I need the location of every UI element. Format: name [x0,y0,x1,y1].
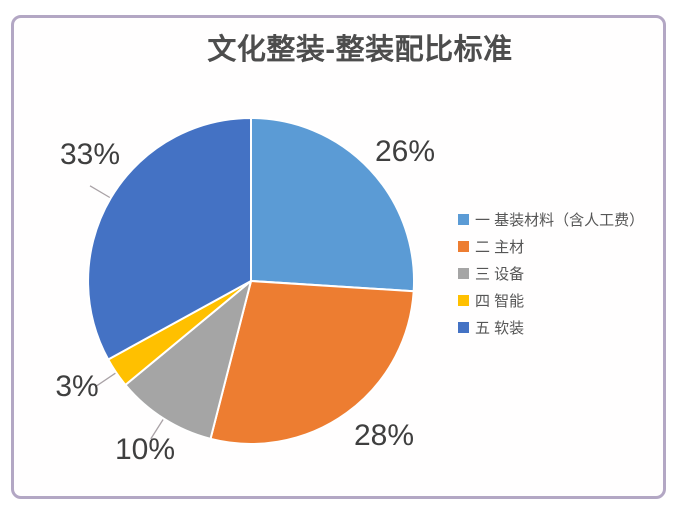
legend-item-5: 五 软装 [458,314,644,341]
legend-swatch-4 [458,295,469,306]
legend-swatch-2 [458,241,469,252]
pie-slice-5 [87,117,252,361]
pie-label-slice-5: 33% [59,138,121,171]
leader-line-slice-4 [95,372,116,387]
leader-line-slice-5 [89,185,111,199]
leader-line-slice-3 [150,419,164,440]
legend-swatch-1 [458,214,469,225]
pie-slice-3 [124,280,252,440]
legend-item-4: 四 智能 [458,287,644,314]
legend: 一 基装材料（含人工费） 二 主材 三 设备 四 智能 五 软装 [458,206,644,341]
pie-slice-1 [250,117,416,293]
legend-item-2: 二 主材 [458,233,644,260]
pie-label-slice-4: 3% [55,370,99,403]
legend-label-1: 一 基装材料（含人工费） [475,212,645,229]
legend-label-4: 四 智能 [475,293,525,310]
chart-title: 文化整装-整装配比标准 [207,34,513,66]
legend-label-5: 五 软装 [475,320,525,337]
legend-item-3: 三 设备 [458,260,644,287]
pie-label-slice-1: 26% [374,135,436,168]
legend-swatch-3 [458,268,469,279]
legend-label-3: 三 设备 [475,266,525,283]
pie-label-slice-2: 28% [353,419,415,452]
legend-label-2: 二 主材 [475,239,525,256]
legend-swatch-5 [458,322,469,333]
pie-label-slice-3: 10% [114,433,176,466]
pie-slice-2 [209,280,415,446]
legend-item-1: 一 基装材料（含人工费） [458,206,644,233]
